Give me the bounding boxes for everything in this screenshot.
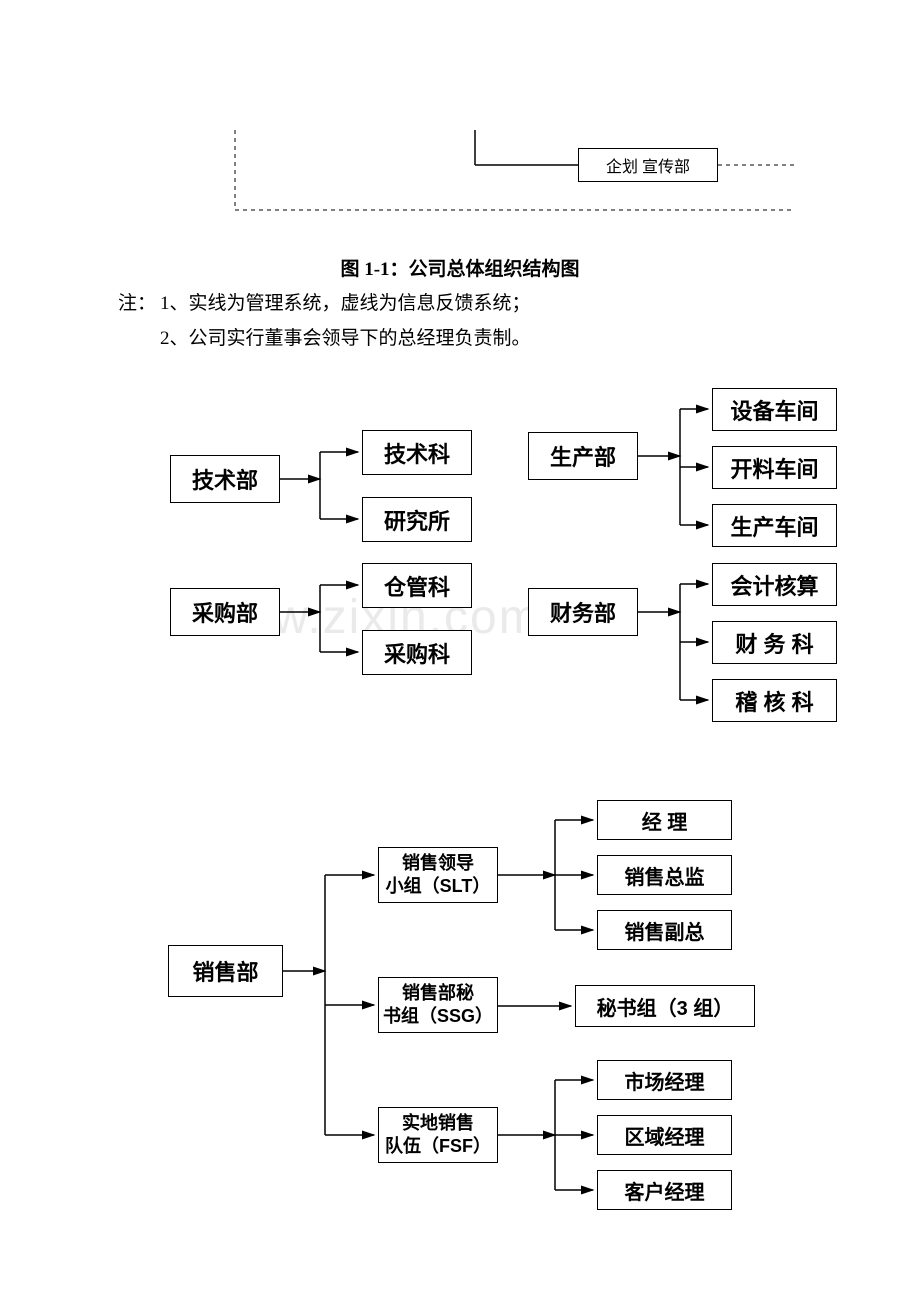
note-1: 1、实线为管理系统，虚线为信息反馈系统； [160,288,531,315]
fsf-line1: 实地销售 [402,1112,474,1135]
prod-dept-box: 生产部 [528,432,638,480]
tech-dept-label: 技术部 [192,463,258,495]
purchase-sub2-label: 采购科 [384,637,450,669]
top-fragment-lines [0,0,920,230]
slt-line1: 销售领导 [402,852,474,875]
ssg-line1: 销售部秘 [402,982,474,1005]
prod-dept-label: 生产部 [550,440,616,472]
slt-sub3-box: 销售副总 [597,910,732,950]
purchase-sub1-box: 仓管科 [362,563,472,608]
purchase-sub1-label: 仓管科 [384,570,450,602]
page-root: 企划 宣传部 图 1-1：公司总体组织结构图 注： 1、实线为管理系统，虚线为信… [0,0,920,1302]
purchase-dept-box: 采购部 [170,588,280,636]
fsf-sub3-box: 客户经理 [597,1170,732,1210]
prod-sub2-box: 开料车间 [712,446,837,489]
fsf-sub2-label: 区域经理 [625,1121,705,1150]
ssg-line2: 书组（SSG） [383,1005,493,1028]
fsf-sub2-box: 区域经理 [597,1115,732,1155]
finance-dept-box: 财务部 [528,588,638,636]
prod-sub3-box: 生产车间 [712,504,837,547]
slt-line2: 小组（SLT） [386,875,491,898]
fsf-sub1-label: 市场经理 [625,1066,705,1095]
finance-dept-label: 财务部 [550,596,616,628]
finance-sub1-box: 会计核算 [712,563,837,606]
purchase-sub2-box: 采购科 [362,630,472,675]
planning-dept-label: 企划 宣传部 [606,153,690,177]
slt-box: 销售领导 小组（SLT） [378,847,498,903]
slt-sub3-label: 销售副总 [625,916,705,945]
fsf-sub1-box: 市场经理 [597,1060,732,1100]
note-prefix: 注： [118,288,156,315]
prod-sub3-label: 生产车间 [730,510,818,542]
tech-dept-box: 技术部 [170,455,280,503]
ssg-box: 销售部秘 书组（SSG） [378,977,498,1033]
slt-sub2-label: 销售总监 [625,861,705,890]
sales-dept-box: 销售部 [168,945,283,997]
slt-sub1-label: 经 理 [642,806,688,835]
slt-sub1-box: 经 理 [597,800,732,840]
planning-dept-box: 企划 宣传部 [578,148,718,182]
purchase-dept-label: 采购部 [192,596,258,628]
tech-sub2-box: 研究所 [362,497,472,542]
finance-sub2-box: 财 务 科 [712,621,837,664]
finance-sub3-label: 稽 核 科 [735,685,813,717]
prod-sub1-box: 设备车间 [712,388,837,431]
fsf-sub3-label: 客户经理 [625,1176,705,1205]
prod-sub2-label: 开料车间 [730,452,818,484]
ssg-sub-box: 秘书组（3 组） [575,985,755,1027]
figure-caption: 图 1-1：公司总体组织结构图 [0,254,920,281]
tech-sub1-box: 技术科 [362,430,472,475]
tech-sub1-label: 技术科 [384,437,450,469]
slt-sub2-box: 销售总监 [597,855,732,895]
sales-dept-label: 销售部 [192,955,258,987]
ssg-sub-label: 秘书组（3 组） [597,992,734,1021]
fsf-box: 实地销售 队伍（FSF） [378,1107,498,1163]
note-2: 2、公司实行董事会领导下的总经理负责制。 [160,323,531,350]
finance-sub2-label: 财 务 科 [735,627,813,659]
tech-sub2-label: 研究所 [384,504,450,536]
finance-sub1-label: 会计核算 [730,569,818,601]
finance-sub3-box: 稽 核 科 [712,679,837,722]
prod-sub1-label: 设备车间 [730,394,818,426]
fsf-line2: 队伍（FSF） [385,1135,491,1158]
